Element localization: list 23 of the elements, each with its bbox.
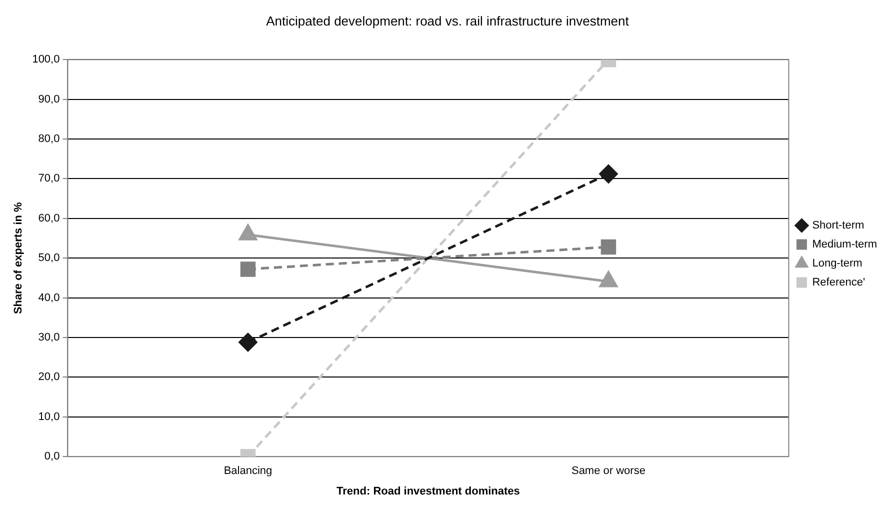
y-tick-label: 70,0 — [38, 172, 60, 185]
y-tick-label: 60,0 — [38, 212, 60, 224]
y-tick-label: 0,0 — [44, 450, 60, 463]
y-axis-title: Share of experts in % — [12, 202, 25, 314]
point — [600, 239, 616, 255]
y-tick-label: 40,0 — [38, 292, 60, 304]
y-tick-label: 90,0 — [38, 93, 60, 106]
legend-label: Short-term — [812, 220, 864, 232]
x-axis-title: Trend: Road investment dominates — [336, 485, 520, 498]
y-tick-label: 100,0 — [32, 54, 60, 66]
y-tick-label: 80,0 — [38, 133, 60, 146]
chart-title: Anticipated development: road vs. rail infrastructure investment — [266, 13, 630, 28]
point — [240, 262, 256, 277]
point — [599, 164, 618, 184]
x-tick-label: Balancing — [224, 465, 272, 478]
x-tick-label: Same or worse — [571, 465, 646, 478]
y-tick-label: 10,0 — [38, 410, 60, 423]
legend-label: Long-term — [812, 258, 862, 270]
legend-label: Medium-term — [812, 238, 878, 251]
y-tick-label: 50,0 — [38, 252, 60, 264]
y-tick-label: 30,0 — [38, 332, 60, 344]
legend-label: Reference' — [812, 276, 866, 289]
y-tick-label: 20,0 — [38, 371, 60, 384]
